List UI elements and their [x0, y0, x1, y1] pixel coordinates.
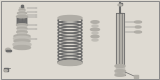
- Bar: [21, 5, 23, 6]
- Ellipse shape: [58, 24, 82, 28]
- Ellipse shape: [58, 50, 82, 53]
- Ellipse shape: [118, 4, 122, 6]
- Ellipse shape: [92, 32, 98, 34]
- Bar: [119, 13, 121, 65]
- Ellipse shape: [20, 7, 24, 9]
- Ellipse shape: [58, 21, 82, 24]
- Bar: [7, 50, 9, 52]
- Ellipse shape: [17, 12, 27, 14]
- Ellipse shape: [58, 56, 82, 60]
- Ellipse shape: [115, 70, 125, 72]
- Ellipse shape: [92, 39, 98, 41]
- Ellipse shape: [135, 26, 141, 28]
- Ellipse shape: [13, 42, 31, 47]
- Ellipse shape: [91, 21, 99, 23]
- Ellipse shape: [58, 60, 82, 63]
- Bar: [134, 75, 138, 78]
- Ellipse shape: [115, 74, 125, 76]
- Ellipse shape: [135, 21, 141, 23]
- Bar: [5, 50, 11, 51]
- Ellipse shape: [17, 26, 27, 28]
- Ellipse shape: [14, 34, 30, 38]
- Ellipse shape: [135, 31, 141, 33]
- Ellipse shape: [58, 31, 82, 34]
- Ellipse shape: [92, 25, 98, 27]
- Ellipse shape: [13, 36, 31, 41]
- Ellipse shape: [13, 46, 31, 50]
- Ellipse shape: [58, 34, 82, 37]
- Bar: [119, 3, 121, 5]
- Ellipse shape: [19, 14, 25, 16]
- Ellipse shape: [16, 15, 28, 18]
- Ellipse shape: [17, 29, 27, 31]
- Ellipse shape: [58, 47, 82, 50]
- Ellipse shape: [14, 39, 30, 43]
- Ellipse shape: [16, 24, 28, 26]
- Ellipse shape: [58, 28, 82, 31]
- Bar: [116, 13, 124, 65]
- Ellipse shape: [20, 11, 24, 12]
- Bar: [116, 66, 124, 71]
- Ellipse shape: [91, 35, 99, 38]
- Bar: [4, 68, 8, 70]
- Ellipse shape: [58, 60, 82, 66]
- Ellipse shape: [58, 44, 82, 47]
- Ellipse shape: [17, 27, 27, 30]
- Ellipse shape: [58, 18, 82, 21]
- Ellipse shape: [5, 48, 11, 52]
- Ellipse shape: [58, 16, 82, 20]
- Ellipse shape: [17, 33, 27, 35]
- Ellipse shape: [91, 28, 100, 31]
- Ellipse shape: [17, 31, 27, 33]
- Ellipse shape: [19, 9, 25, 11]
- Ellipse shape: [58, 53, 82, 56]
- Bar: [115, 70, 125, 75]
- Ellipse shape: [4, 70, 8, 71]
- Ellipse shape: [58, 37, 82, 40]
- Ellipse shape: [58, 40, 82, 44]
- Ellipse shape: [115, 64, 125, 68]
